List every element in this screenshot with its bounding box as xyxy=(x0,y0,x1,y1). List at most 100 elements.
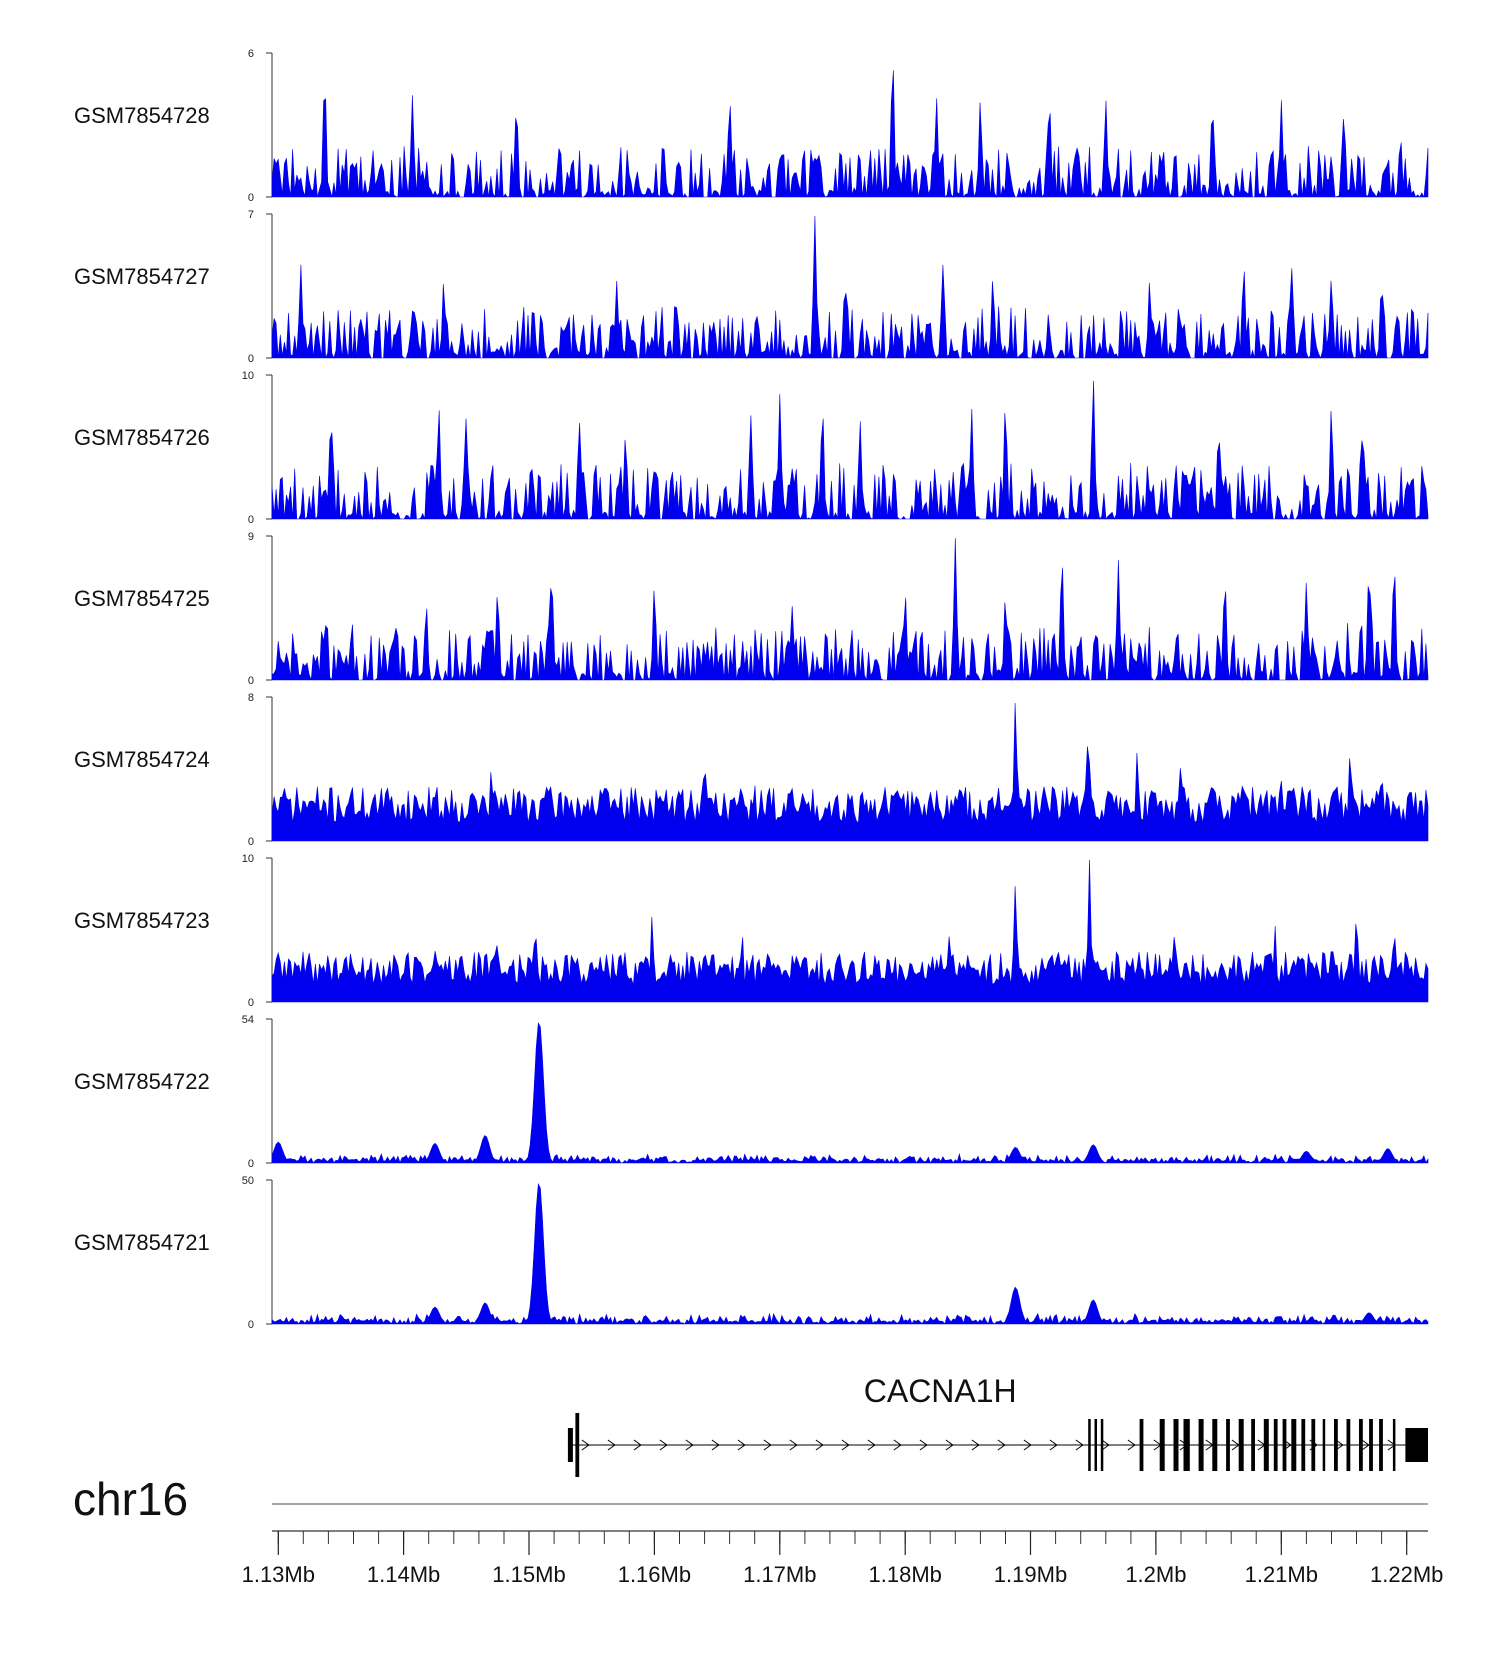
y-min-label: 0 xyxy=(248,836,254,848)
strand-arrow xyxy=(893,1439,902,1451)
strand-arrow xyxy=(919,1439,928,1451)
y-min-label: 0 xyxy=(248,353,254,365)
strand-arrow xyxy=(711,1439,720,1451)
y-max-label: 9 xyxy=(248,531,254,543)
exon xyxy=(1159,1419,1165,1471)
strand-arrow xyxy=(607,1439,616,1451)
coverage-area xyxy=(271,1022,1429,1164)
y-max-label: 8 xyxy=(248,692,254,704)
exon xyxy=(1238,1419,1244,1471)
exon xyxy=(567,1428,573,1462)
exon xyxy=(1173,1419,1179,1471)
track-GSM7854725: GSM7854725 9 0 xyxy=(74,531,1429,687)
track-label: GSM7854723 xyxy=(74,908,210,933)
coverage-area xyxy=(271,215,1429,360)
coverage-area xyxy=(271,538,1429,682)
coverage-area xyxy=(271,859,1429,1003)
strand-arrow xyxy=(763,1439,772,1451)
track-GSM7854724: GSM7854724 8 0 xyxy=(74,692,1429,848)
track-label: GSM7854722 xyxy=(74,1069,210,1094)
exon xyxy=(1282,1419,1287,1471)
strand-arrow xyxy=(1049,1439,1058,1451)
exon xyxy=(1359,1419,1363,1471)
exon xyxy=(1183,1419,1190,1471)
track-GSM7854721: GSM7854721 50 0 xyxy=(74,1175,1429,1331)
exon xyxy=(1379,1419,1383,1471)
exon xyxy=(1405,1428,1428,1462)
exon xyxy=(1251,1419,1255,1471)
x-tick-label: 1.18Mb xyxy=(869,1562,942,1587)
track-label: GSM7854721 xyxy=(74,1230,210,1255)
y-min-label: 0 xyxy=(248,1319,254,1331)
strand-arrow xyxy=(581,1439,590,1451)
exon xyxy=(1088,1419,1091,1471)
x-tick-label: 1.16Mb xyxy=(618,1562,691,1587)
strand-arrow xyxy=(997,1439,1006,1451)
track-label: GSM7854726 xyxy=(74,425,210,450)
strand-arrow xyxy=(867,1439,876,1451)
strand-arrow xyxy=(633,1439,642,1451)
exon xyxy=(1301,1419,1306,1471)
strand-arrow xyxy=(1075,1439,1084,1451)
exon xyxy=(1273,1419,1278,1471)
y-max-label: 10 xyxy=(242,853,254,865)
x-tick-label: 1.15Mb xyxy=(492,1562,565,1587)
track-label: GSM7854724 xyxy=(74,747,210,772)
track-GSM7854723: GSM7854723 10 0 xyxy=(74,853,1429,1009)
exon xyxy=(1094,1419,1097,1471)
strand-arrow xyxy=(841,1439,850,1451)
coverage-area xyxy=(271,702,1429,842)
track-label: GSM7854727 xyxy=(74,264,210,289)
strand-arrow xyxy=(1127,1439,1136,1451)
exon xyxy=(1226,1419,1230,1471)
strand-arrow xyxy=(945,1439,954,1451)
strand-arrow xyxy=(1101,1439,1110,1451)
coverage-area xyxy=(271,380,1429,521)
y-min-label: 0 xyxy=(248,1158,254,1170)
x-tick-label: 1.17Mb xyxy=(743,1562,816,1587)
exon xyxy=(1212,1419,1218,1471)
exon xyxy=(1198,1419,1204,1471)
y-min-label: 0 xyxy=(248,514,254,526)
track-label: GSM7854728 xyxy=(74,103,210,128)
exon xyxy=(1263,1419,1269,1471)
exon xyxy=(1311,1419,1316,1471)
y-max-label: 10 xyxy=(242,370,254,382)
track-label: GSM7854725 xyxy=(74,586,210,611)
strand-arrow xyxy=(1361,1439,1370,1451)
track-GSM7854726: GSM7854726 10 0 xyxy=(74,370,1429,526)
y-max-label: 50 xyxy=(242,1175,254,1187)
exon xyxy=(1322,1419,1326,1471)
genome-axis: chr16 1.13Mb 1.14Mb 1.15Mb 1.16Mb 1.17Mb 1.18… xyxy=(73,1473,1443,1587)
exon xyxy=(575,1413,580,1477)
strand-arrow xyxy=(1335,1439,1344,1451)
y-max-label: 6 xyxy=(248,48,254,60)
gene-annotation-track: CACNA1H xyxy=(567,1373,1428,1477)
exon xyxy=(1334,1419,1338,1471)
y-min-label: 0 xyxy=(248,997,254,1009)
x-tick-label: 1.2Mb xyxy=(1125,1562,1186,1587)
x-tick-label: 1.21Mb xyxy=(1245,1562,1318,1587)
exon xyxy=(1100,1419,1104,1471)
exon xyxy=(1291,1419,1297,1471)
y-max-label: 7 xyxy=(248,209,254,221)
strand-arrow xyxy=(685,1439,694,1451)
strand-arrow xyxy=(1023,1439,1032,1451)
strand-arrow xyxy=(815,1439,824,1451)
gene-label: CACNA1H xyxy=(864,1373,1017,1409)
x-tick-label: 1.13Mb xyxy=(242,1562,315,1587)
y-max-label: 54 xyxy=(242,1014,254,1026)
x-tick-label: 1.22Mb xyxy=(1370,1562,1443,1587)
track-GSM7854727: GSM7854727 7 0 xyxy=(74,209,1429,365)
track-GSM7854728: GSM7854728 6 0 xyxy=(74,48,1429,204)
x-tick-label: 1.14Mb xyxy=(367,1562,440,1587)
exon xyxy=(1392,1419,1396,1471)
strand-arrow xyxy=(659,1439,668,1451)
signal-tracks: GSM785472860GSM785472770GSM7854726100GSM… xyxy=(74,48,1429,1331)
strand-arrow xyxy=(971,1439,980,1451)
strand-arrow xyxy=(737,1439,746,1451)
y-min-label: 0 xyxy=(248,192,254,204)
exon xyxy=(1369,1419,1373,1471)
coverage-area xyxy=(271,1183,1429,1325)
